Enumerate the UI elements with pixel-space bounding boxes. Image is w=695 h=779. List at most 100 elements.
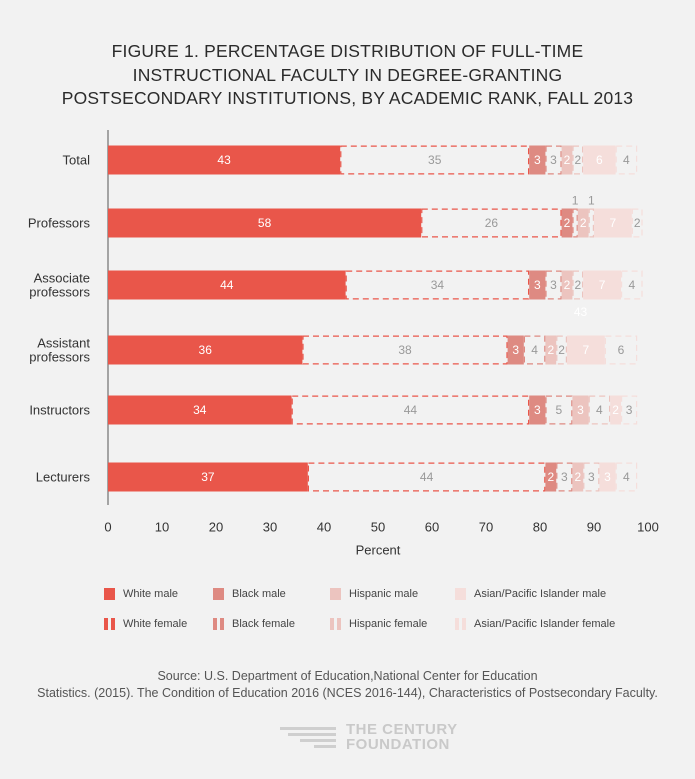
x-tick-label: 80 [533, 520, 547, 535]
bar-segment [583, 270, 621, 300]
bar-segment [583, 462, 600, 492]
data-label: 7 [610, 216, 617, 230]
data-label: 3 [512, 343, 519, 357]
legend-label: Black female [232, 618, 295, 630]
bar-segment [572, 395, 589, 425]
legend-swatch [330, 588, 341, 600]
x-tick-label: 0 [104, 520, 111, 535]
x-tick-label: 90 [587, 520, 601, 535]
bar-segment [545, 335, 557, 365]
data-label: 4 [531, 343, 538, 357]
source-note: Source: U.S. Department of Education,Nat… [0, 668, 695, 702]
data-label: 3 [626, 403, 633, 417]
bar-segment [340, 145, 530, 175]
x-tick-label: 40 [317, 520, 331, 535]
brand-name: THE CENTURY FOUNDATION [346, 722, 458, 752]
data-label: 3 [588, 470, 595, 484]
data-label: 2 [564, 278, 571, 292]
category-label-line: Assistant [37, 336, 90, 351]
x-tick-label: 30 [263, 520, 277, 535]
source-line-1: Source: U.S. Department of Education,Nat… [157, 669, 538, 683]
bar-segment [583, 145, 616, 175]
data-label: 43 [217, 153, 231, 167]
data-label: 4 [628, 278, 635, 292]
bar-segment [588, 395, 611, 425]
brand-line-2: FOUNDATION [346, 736, 450, 753]
bar-segment [561, 208, 573, 238]
bar-segment [529, 145, 546, 175]
category-label: Professors [28, 216, 91, 231]
bar-segment [302, 335, 508, 365]
data-label: 2 [574, 278, 581, 292]
bar-segment [108, 335, 303, 365]
category-label-line: Instructors [29, 403, 90, 418]
legend-label: Asian/Pacific Islander male [474, 588, 606, 600]
legend-swatch [213, 618, 217, 630]
legend-swatch [220, 618, 224, 630]
legend-swatch [104, 588, 115, 600]
legend-item: Black female [213, 618, 295, 630]
bar-segment [610, 395, 621, 425]
bar-segment [108, 395, 292, 425]
stacked-bar-chart: TotalProfessorsAssociateprofessorsAssist… [28, 130, 659, 630]
bar-segment [545, 395, 573, 425]
data-label: 6 [618, 343, 625, 357]
bar-segment [421, 208, 562, 238]
category-label: Total [63, 153, 91, 168]
bar-group: 36 38 3 4 2 2 7 6 [108, 335, 638, 365]
data-label: 7 [583, 343, 590, 357]
data-label: 2 [564, 216, 571, 230]
bar-segment [108, 270, 346, 300]
data-label: 2 [612, 403, 619, 417]
bar-segment [572, 145, 584, 175]
legend-item: Hispanic female [330, 618, 427, 630]
data-label: 38 [398, 343, 412, 357]
bar-segment [523, 335, 546, 365]
category-label-line: professors [29, 350, 90, 365]
bar-group: 37 44 2 3 2 3 3 4 [108, 462, 638, 492]
data-label: 6 [596, 153, 603, 167]
data-label: 1 [572, 194, 579, 208]
bar-segment [561, 145, 573, 175]
category-label: Lecturers [36, 470, 91, 485]
category-label: Instructors [29, 403, 90, 418]
category-label-line: Total [63, 153, 91, 168]
bar-segment [556, 335, 567, 365]
data-label: 2 [574, 470, 581, 484]
bar-segment [594, 208, 632, 238]
bar-segment [620, 395, 638, 425]
data-label: 3 [604, 470, 611, 484]
data-label: 5 [556, 403, 563, 417]
legend-item: Asian/Pacific Islander male [455, 588, 606, 600]
bar-segment [556, 462, 573, 492]
data-label: 3 [577, 403, 584, 417]
bar-segment [604, 335, 638, 365]
chart-title: FIGURE 1. PERCENTAGE DISTRIBUTION OF FUL… [0, 40, 695, 111]
bar-segment [108, 462, 308, 492]
data-label: 35 [428, 153, 442, 167]
x-tick-label: 60 [425, 520, 439, 535]
data-label: 3 [534, 278, 541, 292]
bar-segment [529, 395, 546, 425]
data-label: 2 [547, 343, 554, 357]
legend-item: Asian/Pacific Islander female [455, 618, 615, 630]
bar-segment [572, 462, 584, 492]
chart-title-line-1: FIGURE 1. PERCENTAGE DISTRIBUTION OF FUL… [111, 41, 584, 61]
legend-label: Hispanic female [349, 618, 427, 630]
data-label: 2 [574, 153, 581, 167]
legend-swatch [455, 588, 466, 600]
legend-label: Hispanic male [349, 588, 418, 600]
legend-item: White female [104, 618, 187, 630]
data-label: 3 [534, 403, 541, 417]
legend-label: Asian/Pacific Islander female [474, 618, 615, 630]
x-axis-label: Percent [356, 543, 401, 558]
bar-group: 43 35 3 3 2 2 6 4 [108, 145, 638, 175]
bar-segment [577, 208, 589, 238]
bar-segment [599, 462, 616, 492]
bar-segment [615, 462, 638, 492]
bar-segment [507, 335, 524, 365]
data-label: 34 [431, 278, 445, 292]
x-tick-label: 10 [155, 520, 169, 535]
legend-label: White male [123, 588, 178, 600]
